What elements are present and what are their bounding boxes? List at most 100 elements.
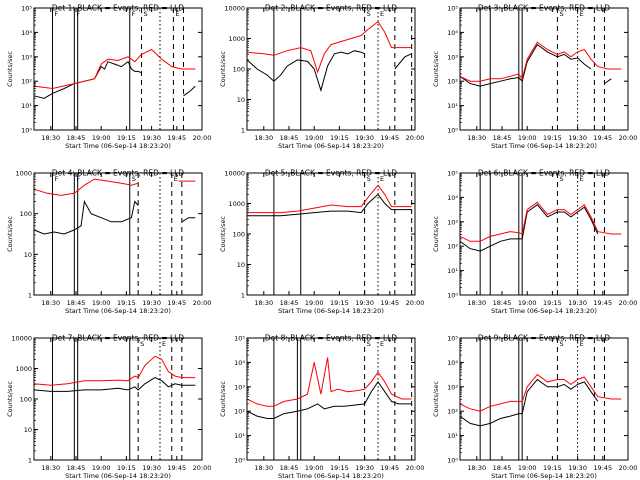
y-tick-label: 1 bbox=[28, 457, 32, 465]
y-tick-label: 10 bbox=[237, 96, 245, 104]
y-tick-label: 10000 bbox=[11, 335, 32, 343]
y-tick-label: 10⁴ bbox=[21, 29, 32, 37]
x-axis-label: Start Time (06-Sep-14 18:23:20) bbox=[278, 472, 384, 480]
event-marker-label: S bbox=[140, 340, 144, 348]
x-axis-label: Start Time (06-Sep-14 18:23:20) bbox=[491, 307, 597, 315]
series-line-events bbox=[604, 78, 612, 85]
event-marker-label: E bbox=[380, 10, 384, 18]
y-axis-label: Counts/sec bbox=[219, 51, 227, 87]
y-tick-label: 10² bbox=[447, 78, 458, 86]
event-marker-label: S bbox=[367, 340, 371, 348]
y-tick-label: 1000 bbox=[228, 35, 245, 43]
series-line-events bbox=[394, 53, 412, 70]
y-tick-label: 10² bbox=[447, 408, 458, 416]
x-tick-label: 19:45 bbox=[380, 134, 399, 142]
x-axis-label: Start Time (06-Sep-14 18:23:20) bbox=[65, 142, 171, 150]
x-tick-label: 19:15 bbox=[330, 464, 349, 472]
x-tick-label: 19:15 bbox=[543, 134, 562, 142]
x-axis-label: Start Time (06-Sep-14 18:23:20) bbox=[491, 472, 597, 480]
series-line-lld bbox=[459, 41, 622, 82]
x-tick-label: 19:15 bbox=[117, 134, 136, 142]
x-tick-label: 19:00 bbox=[92, 299, 111, 307]
y-tick-label: 10³ bbox=[447, 383, 458, 391]
x-tick-label: 19:00 bbox=[305, 134, 324, 142]
x-axis-label: Start Time (06-Sep-14 18:23:20) bbox=[278, 307, 384, 315]
x-tick-label: 19:00 bbox=[518, 464, 537, 472]
event-marker-label: S bbox=[144, 10, 148, 18]
x-tick-label: 19:00 bbox=[305, 464, 324, 472]
x-tick-label: 18:45 bbox=[280, 299, 299, 307]
event-marker-label: S bbox=[559, 175, 563, 183]
x-tick-label: 19:45 bbox=[167, 464, 186, 472]
y-tick-label: 10⁰ bbox=[234, 457, 245, 465]
y-tick-label: 100 bbox=[20, 210, 32, 218]
x-tick-label: 19:00 bbox=[518, 299, 537, 307]
series-line-events bbox=[33, 199, 139, 235]
x-tick-label: 19:15 bbox=[543, 299, 562, 307]
x-tick-label: 18:30 bbox=[41, 134, 60, 142]
x-tick-label: 18:45 bbox=[280, 134, 299, 142]
x-tick-label: 18:30 bbox=[467, 299, 486, 307]
y-tick-label: 10¹ bbox=[447, 102, 458, 110]
series-line-events bbox=[33, 377, 196, 392]
x-tick-label: 19:30 bbox=[568, 134, 587, 142]
event-marker-label: S bbox=[367, 175, 371, 183]
series-line-events bbox=[181, 217, 196, 223]
y-tick-label: 1 bbox=[28, 292, 32, 300]
event-marker-label: E bbox=[580, 340, 584, 348]
x-tick-label: 19:30 bbox=[568, 299, 587, 307]
event-marker-label: F bbox=[76, 175, 80, 183]
x-tick-label: 18:45 bbox=[67, 299, 86, 307]
x-tick-label: 20:00 bbox=[193, 299, 212, 307]
series-line-lld bbox=[33, 178, 139, 196]
x-tick-label: 18:30 bbox=[467, 464, 486, 472]
x-tick-label: 18:30 bbox=[254, 464, 273, 472]
x-tick-label: 19:45 bbox=[167, 299, 186, 307]
x-tick-label: 20:00 bbox=[619, 299, 638, 307]
event-marker-label: F bbox=[54, 175, 58, 183]
series-line-events bbox=[183, 85, 196, 97]
series-line-lld bbox=[246, 357, 412, 407]
plot-frame bbox=[459, 172, 629, 296]
x-tick-label: 19:45 bbox=[167, 134, 186, 142]
x-tick-label: 18:30 bbox=[254, 299, 273, 307]
event-marker-label: E bbox=[174, 175, 178, 183]
event-marker-label: F bbox=[132, 10, 136, 18]
plot-frame bbox=[33, 7, 203, 131]
event-marker-label: E bbox=[580, 175, 584, 183]
x-tick-label: 18:45 bbox=[280, 464, 299, 472]
plot-frame bbox=[33, 337, 203, 461]
x-tick-label: 19:30 bbox=[142, 464, 161, 472]
y-tick-label: 10⁴ bbox=[447, 194, 458, 202]
x-tick-label: 19:45 bbox=[380, 464, 399, 472]
x-tick-label: 18:45 bbox=[493, 134, 512, 142]
series-line-events bbox=[459, 43, 592, 87]
x-tick-label: 19:30 bbox=[355, 134, 374, 142]
y-axis-label: Counts/sec bbox=[432, 51, 440, 87]
event-marker-label: E bbox=[162, 340, 166, 348]
x-tick-label: 18:45 bbox=[67, 134, 86, 142]
x-tick-label: 19:30 bbox=[355, 464, 374, 472]
x-tick-label: 19:30 bbox=[142, 299, 161, 307]
plot-frame bbox=[459, 7, 629, 131]
y-tick-label: 10⁵ bbox=[234, 335, 245, 343]
x-tick-label: 19:15 bbox=[117, 299, 136, 307]
y-tick-label: 10⁴ bbox=[447, 359, 458, 367]
x-axis-label: Start Time (06-Sep-14 18:23:20) bbox=[65, 472, 171, 480]
x-tick-label: 19:45 bbox=[593, 134, 612, 142]
y-tick-label: 1000 bbox=[15, 365, 32, 373]
y-tick-label: 10⁵ bbox=[447, 5, 458, 13]
x-tick-label: 18:30 bbox=[467, 134, 486, 142]
series-line-lld bbox=[33, 48, 196, 90]
x-tick-label: 20:00 bbox=[193, 464, 212, 472]
y-tick-label: 10³ bbox=[21, 53, 32, 61]
y-tick-label: 10⁰ bbox=[447, 457, 458, 465]
series-line-events bbox=[33, 60, 142, 99]
x-tick-label: 20:00 bbox=[619, 134, 638, 142]
event-marker-label: E bbox=[380, 175, 384, 183]
x-axis-label: Start Time (06-Sep-14 18:23:20) bbox=[278, 142, 384, 150]
